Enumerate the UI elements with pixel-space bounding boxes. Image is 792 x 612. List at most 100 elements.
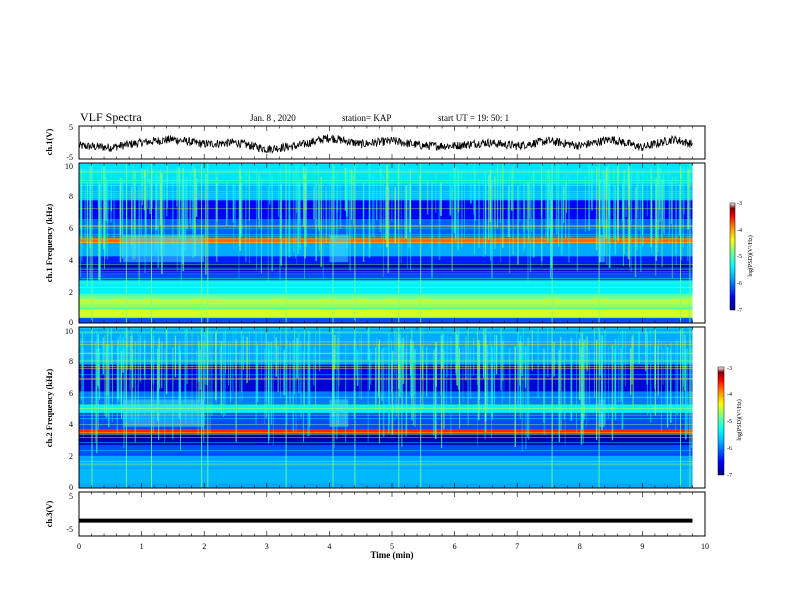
ch2-spectrogram-line xyxy=(79,463,693,465)
ch2-spectrogram-streak xyxy=(681,328,684,408)
ch1-spectrogram-line xyxy=(79,185,693,186)
ch2-spectrogram-impulse xyxy=(207,327,209,488)
ch2-spectrogram-line xyxy=(79,450,693,451)
ch2-spectrogram-band xyxy=(79,364,693,368)
ch1-spectrogram-streak xyxy=(79,184,82,278)
ch2-spectrogram-streak xyxy=(203,342,205,443)
cb2-tick-m6: -6 xyxy=(727,446,732,452)
ch1-spectrogram-streak xyxy=(205,174,207,275)
cb1-label: log(PSD)(V²/Hz) xyxy=(747,235,754,276)
ch2-spectrogram-streak xyxy=(632,334,634,409)
ch2-spectrogram-band xyxy=(79,426,693,430)
ch1-spectrogram-line xyxy=(79,234,693,235)
ch2-spectrogram-streak xyxy=(289,343,291,404)
ch2-spectrogram-streak xyxy=(111,340,113,423)
ch2-spectrogram-streak xyxy=(402,344,404,409)
ch2-spectrogram-streak xyxy=(220,340,223,415)
ch2-spectrogram-streak xyxy=(446,341,448,407)
ch2-spectrogram-streak xyxy=(524,346,527,389)
ch2-spectrogram-panel: 0 2 4 6 8 10 ch.2 Frequency (kHz) xyxy=(44,326,706,492)
ch1-spectrogram-streak xyxy=(147,166,149,209)
ch2-spectrogram-band xyxy=(79,479,693,484)
ch2-spectrogram-streak xyxy=(581,332,584,430)
ch2-spectrogram-streak xyxy=(588,350,590,405)
ch2-spectrogram-streak xyxy=(389,350,390,425)
ch1-spectrogram-impulse xyxy=(689,163,691,323)
ch2-spectrogram-streak xyxy=(624,330,626,387)
x-tick-label-10: 10 xyxy=(701,542,709,551)
ch1-spectrogram-streak xyxy=(299,164,301,250)
ch1-spectrogram-streak xyxy=(351,184,353,240)
ch1-spectrogram-streak xyxy=(563,186,565,223)
ch2-spectrogram-streak xyxy=(202,333,204,430)
ch2-spectrogram-streak xyxy=(99,348,101,400)
ch1-spectrogram-streak xyxy=(113,181,115,239)
ch2-spectrogram-streak xyxy=(401,344,403,447)
ch2-spectrogram-streak xyxy=(295,342,297,432)
ch2-spectrogram-band xyxy=(79,420,693,424)
ch1-spectrogram-streak xyxy=(540,163,543,262)
ch1-spectrogram-streak xyxy=(512,165,514,255)
ch1-spectrogram-streak xyxy=(555,165,558,235)
ch1-spectrogram-band xyxy=(79,163,693,167)
ch1-spectrogram-line xyxy=(79,269,693,270)
ch2-spectrogram-streak xyxy=(684,334,686,391)
ch1-spectrogram-streak xyxy=(339,169,342,229)
x-tick-label-5: 5 xyxy=(390,542,394,551)
ch2-ytick-4: 4 xyxy=(69,420,73,429)
ch2-spectrogram-band xyxy=(79,386,693,390)
ch2-spectrogram-band xyxy=(79,343,693,347)
ch2-spectrogram-streak xyxy=(336,334,338,371)
ch1-spectrogram-streak xyxy=(494,176,496,227)
ch1-spectrogram-streak xyxy=(669,179,670,236)
ch2-spectrogram-streak xyxy=(414,348,416,427)
ch2-spectrogram-streak xyxy=(570,337,573,421)
ch2-spectrogram-streak xyxy=(275,337,277,377)
ch2-spectrogram-streak xyxy=(108,344,110,428)
ch1-spectrogram-streak xyxy=(545,171,547,243)
ch2-spectrogram-line xyxy=(79,331,693,333)
ch1-spectrogram-streak xyxy=(563,166,565,200)
ch2-spectrogram-band xyxy=(79,461,693,465)
ch2-spectrogram-band xyxy=(79,455,693,459)
ch1-spectrogram-streak xyxy=(298,177,300,223)
ch2-spectrogram-band xyxy=(79,391,693,395)
ch2-spectrogram-streak xyxy=(336,344,338,440)
ch2-spectrogram-streak xyxy=(338,327,340,387)
ch2-spectrogram-streak xyxy=(199,349,201,390)
ch2-spectrogram-streak xyxy=(394,331,396,374)
ch1-spectrogram-streak xyxy=(89,180,91,240)
ch1-spectrogram-streak xyxy=(134,169,136,259)
ch2-spectrogram-streak xyxy=(283,350,286,396)
ch1-spectrogram-streak xyxy=(293,172,295,253)
ch1-spectrogram-streak xyxy=(449,173,452,216)
ch2-spectrogram-streak xyxy=(367,327,370,360)
ch1-spectrogram-streak xyxy=(267,186,269,282)
ch2-ytick-2: 2 xyxy=(69,452,73,461)
ch2-spectrogram-line xyxy=(79,379,693,380)
ch1-spectrogram-streak xyxy=(288,166,291,258)
ch1-spectrogram-streak xyxy=(297,180,299,254)
x-tick-label-7: 7 xyxy=(515,542,519,551)
ch1-spectrogram xyxy=(79,163,693,324)
ch1-spectrogram-line xyxy=(79,197,693,198)
ch2-spectrogram-streak xyxy=(675,341,677,431)
ch1-spectrogram-streak xyxy=(368,163,371,258)
ch1-spectrogram-streak xyxy=(126,172,128,261)
ch1-spectrogram-streak xyxy=(478,179,480,248)
ch2-spectrogram-streak xyxy=(122,337,124,373)
ch2-spectrogram-streak xyxy=(457,329,460,390)
ch1-spectrogram-streak xyxy=(155,165,157,251)
ch2-spectrogram-streak xyxy=(83,333,85,438)
ch1-spectrogram-streak xyxy=(279,181,281,281)
ch2-spectrogram-streak xyxy=(394,342,396,421)
ch1-spectrogram-streak xyxy=(546,179,549,237)
ch2-spectrogram-streak xyxy=(256,345,259,403)
ch1-spectrogram-streak xyxy=(658,176,661,210)
ch2-spectrogram-streak xyxy=(119,333,122,408)
ch1-spectrogram-band xyxy=(79,309,693,313)
ch1-spectrogram-streak xyxy=(346,176,348,249)
ch1-spectrogram-streak xyxy=(419,174,421,225)
ch1-spectrogram-streak xyxy=(304,175,305,280)
